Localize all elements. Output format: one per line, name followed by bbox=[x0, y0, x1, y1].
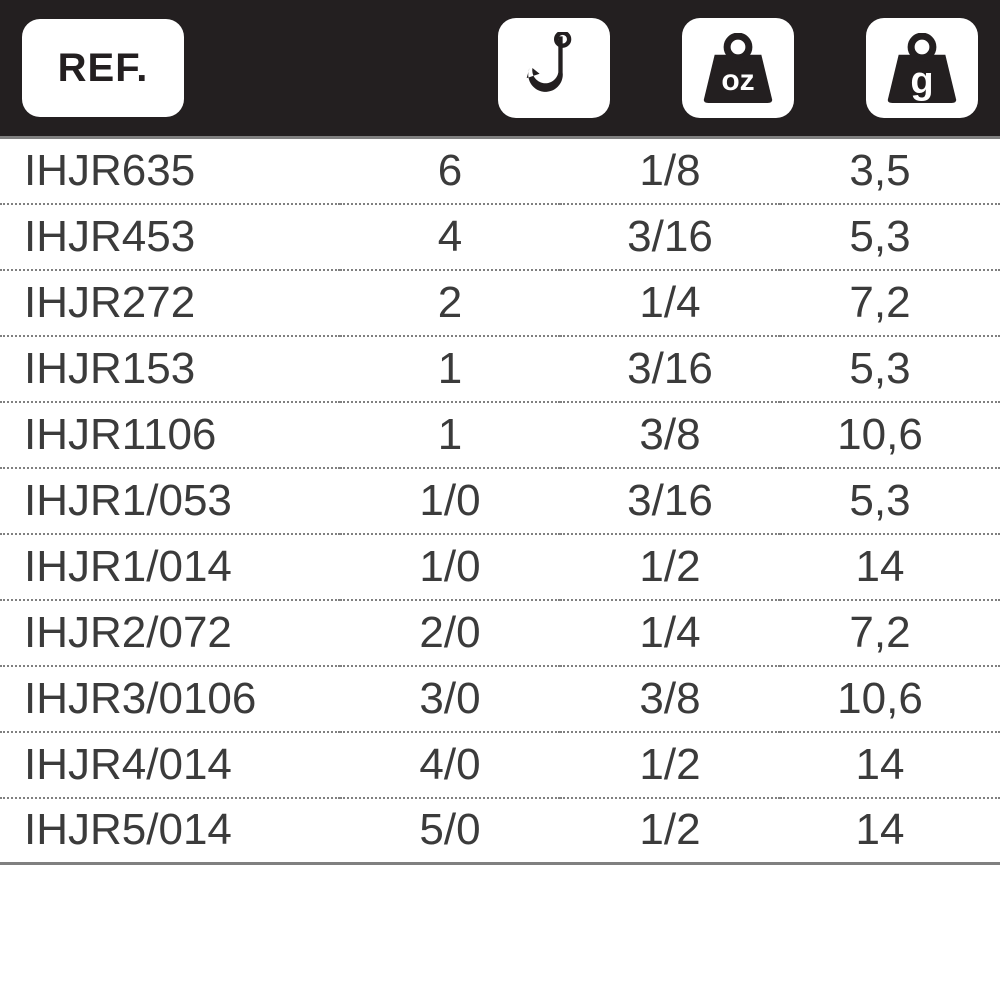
hook-size-cell: 1/0 bbox=[340, 468, 560, 534]
table-row: IHJR1/0141/01/214 bbox=[0, 534, 1000, 600]
table-row: IHJR27221/47,2 bbox=[0, 270, 1000, 336]
weight-g-cell: 5,3 bbox=[780, 336, 1000, 402]
spec-table-container: REF. oz g IHJR63561/83,5IHJR45343/165, bbox=[0, 0, 1000, 865]
table-row: IHJR4/0144/01/214 bbox=[0, 732, 1000, 798]
ref-cell: IHJR3/0106 bbox=[0, 666, 340, 732]
hook-size-cell: 1/0 bbox=[340, 534, 560, 600]
ref-cell: IHJR1/053 bbox=[0, 468, 340, 534]
hook-size-cell: 3/0 bbox=[340, 666, 560, 732]
spec-table-body: IHJR63561/83,5IHJR45343/165,3IHJR27221/4… bbox=[0, 138, 1000, 864]
hook-size-cell: 2 bbox=[340, 270, 560, 336]
table-row: IHJR1/0531/03/165,3 bbox=[0, 468, 1000, 534]
hook-icon bbox=[498, 18, 610, 118]
hook-size-cell: 1 bbox=[340, 402, 560, 468]
weight-oz-label: oz bbox=[682, 64, 794, 98]
weight-g-cell: 14 bbox=[780, 798, 1000, 864]
ref-cell: IHJR5/014 bbox=[0, 798, 340, 864]
ref-label: REF. bbox=[58, 46, 149, 91]
hook-size-cell: 1 bbox=[340, 336, 560, 402]
ref-cell: IHJR453 bbox=[0, 204, 340, 270]
table-row: IHJR2/0722/01/47,2 bbox=[0, 600, 1000, 666]
ref-cell: IHJR2/072 bbox=[0, 600, 340, 666]
weight-g-cell: 3,5 bbox=[780, 138, 1000, 204]
table-row: IHJR15313/165,3 bbox=[0, 336, 1000, 402]
weight-g-icon: g bbox=[866, 18, 978, 118]
table-row: IHJR110613/810,6 bbox=[0, 402, 1000, 468]
weight-oz-cell: 3/8 bbox=[560, 666, 780, 732]
hook-size-cell: 4/0 bbox=[340, 732, 560, 798]
weight-oz-cell: 1/8 bbox=[560, 138, 780, 204]
ref-cell: IHJR153 bbox=[0, 336, 340, 402]
table-row: IHJR45343/165,3 bbox=[0, 204, 1000, 270]
weight-g-cell: 10,6 bbox=[780, 666, 1000, 732]
weight-g-cell: 10,6 bbox=[780, 402, 1000, 468]
weight-oz-cell: 1/4 bbox=[560, 270, 780, 336]
ref-cell: IHJR4/014 bbox=[0, 732, 340, 798]
spec-table: IHJR63561/83,5IHJR45343/165,3IHJR27221/4… bbox=[0, 136, 1000, 865]
weight-g-cell: 14 bbox=[780, 534, 1000, 600]
hook-size-cell: 6 bbox=[340, 138, 560, 204]
weight-g-cell: 5,3 bbox=[780, 468, 1000, 534]
weight-oz-cell: 1/2 bbox=[560, 534, 780, 600]
hook-svg bbox=[518, 32, 590, 104]
weight-g-cell: 7,2 bbox=[780, 270, 1000, 336]
ref-cell: IHJR272 bbox=[0, 270, 340, 336]
hook-size-cell: 5/0 bbox=[340, 798, 560, 864]
weight-g-cell: 5,3 bbox=[780, 204, 1000, 270]
weight-oz-cell: 1/2 bbox=[560, 732, 780, 798]
hook-size-cell: 2/0 bbox=[340, 600, 560, 666]
weight-oz-cell: 1/4 bbox=[560, 600, 780, 666]
weight-g-cell: 7,2 bbox=[780, 600, 1000, 666]
table-row: IHJR63561/83,5 bbox=[0, 138, 1000, 204]
hook-size-cell: 4 bbox=[340, 204, 560, 270]
weight-g-cell: 14 bbox=[780, 732, 1000, 798]
weight-oz-cell: 3/16 bbox=[560, 336, 780, 402]
ref-cell: IHJR1/014 bbox=[0, 534, 340, 600]
table-row: IHJR5/0145/01/214 bbox=[0, 798, 1000, 864]
ref-cell: IHJR635 bbox=[0, 138, 340, 204]
weight-g-label: g bbox=[866, 60, 978, 103]
ref-cell: IHJR1106 bbox=[0, 402, 340, 468]
table-row: IHJR3/01063/03/810,6 bbox=[0, 666, 1000, 732]
ref-badge: REF. bbox=[22, 19, 184, 117]
table-header: REF. oz g bbox=[0, 0, 1000, 136]
weight-oz-cell: 3/16 bbox=[560, 204, 780, 270]
weight-oz-cell: 1/2 bbox=[560, 798, 780, 864]
weight-oz-icon: oz bbox=[682, 18, 794, 118]
weight-oz-cell: 3/16 bbox=[560, 468, 780, 534]
weight-oz-cell: 3/8 bbox=[560, 402, 780, 468]
